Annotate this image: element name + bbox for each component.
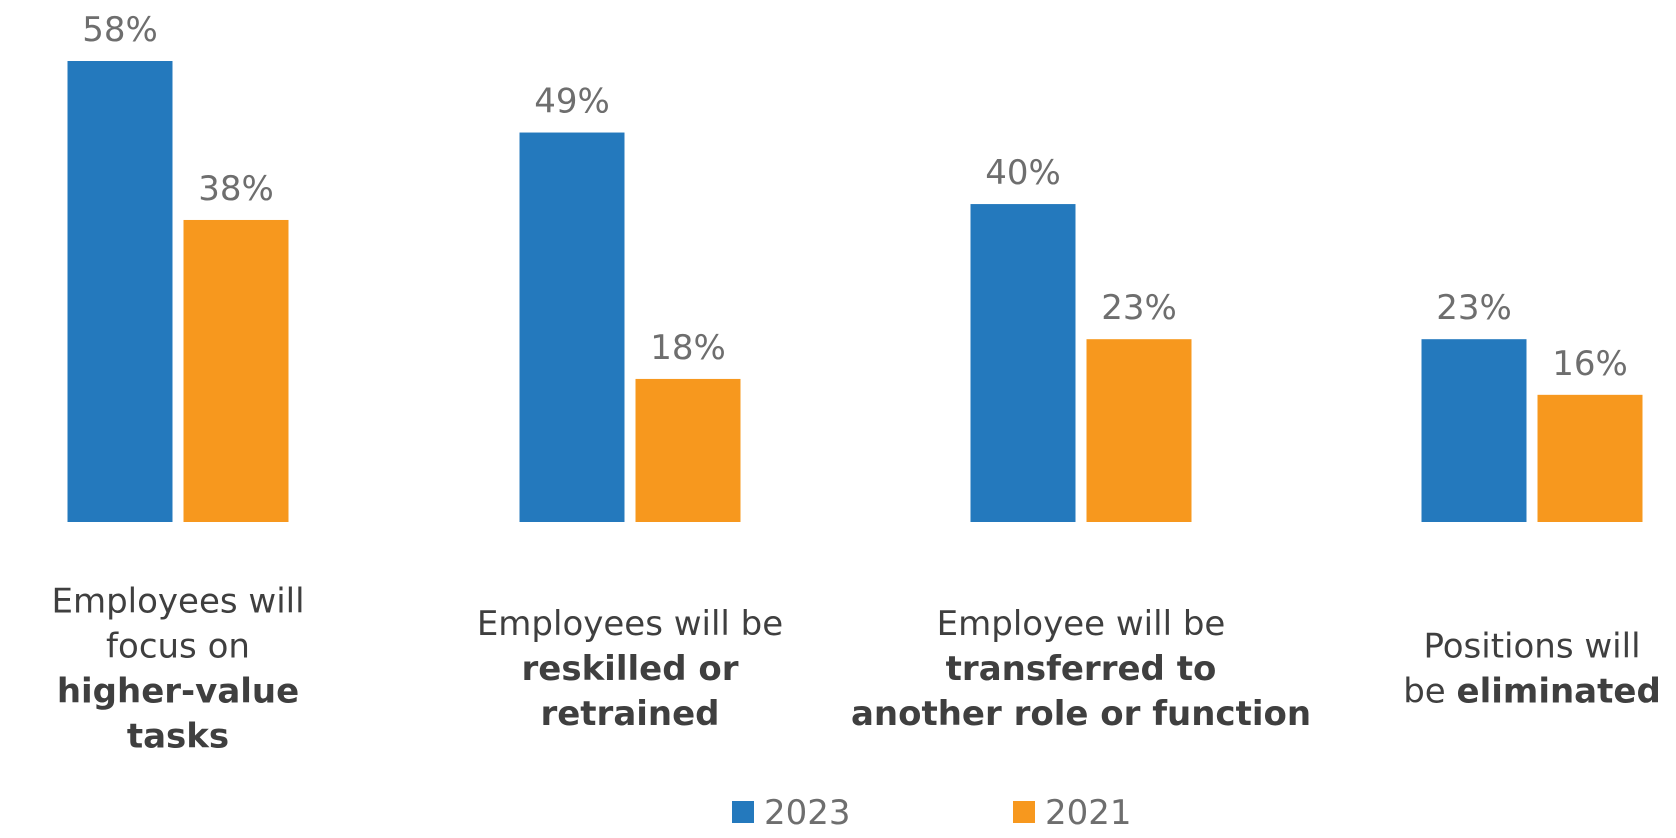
bar-2021-cat-1 [183, 219, 289, 522]
bar-2021-cat-3 [1086, 339, 1192, 522]
value-labels-layer: 58% 38% 49% 18% 40% 23% 23% 16% [82, 10, 1628, 384]
legend-label: 2021 [1045, 793, 1132, 833]
category-label-emphasis: tasks [127, 717, 229, 757]
category-label-2: Employees will be reskilled or retrained [477, 604, 783, 734]
data-label-2021-cat-4: 16% [1552, 344, 1628, 384]
category-label-text: Employees will be [477, 604, 783, 644]
bar-2021-cat-4 [1537, 394, 1643, 522]
category-label-emphasis: eliminated [1457, 672, 1661, 712]
category-label-emphasis: higher-value [57, 672, 299, 712]
category-label-4: Positions will be eliminated [1403, 627, 1661, 712]
category-label-text: Employee will be [937, 604, 1226, 644]
category-label-3: Employee will be transferred to another ro… [851, 604, 1311, 734]
legend-item-2021: 2021 [1013, 793, 1132, 833]
category-label-text: focus on [106, 627, 250, 667]
category-label-line: be eliminated [1403, 672, 1661, 712]
category-label-emphasis: another role or function [851, 694, 1311, 734]
category-label-line: higher-value [57, 672, 299, 712]
bar-2023-cat-4 [1421, 339, 1527, 522]
category-label-text: Positions will [1423, 627, 1640, 667]
category-label-text: Employees will [51, 582, 304, 622]
category-label-line: Employees will [51, 582, 304, 622]
category-label-1: Employees will focus on higher-value tasks [51, 582, 304, 757]
data-label-2023-cat-2: 49% [534, 82, 610, 122]
bar-2023-cat-1 [67, 61, 173, 522]
category-label-emphasis: transferred to [946, 649, 1217, 689]
category-label-line: retrained [540, 694, 719, 734]
legend-label: 2023 [764, 793, 851, 833]
data-label-2021-cat-3: 23% [1101, 288, 1177, 328]
data-label-2023-cat-3: 40% [985, 153, 1061, 193]
category-label-line: another role or function [851, 694, 1311, 734]
legend-swatch [732, 801, 754, 823]
category-label-emphasis: retrained [540, 694, 719, 734]
bar-2023-cat-3 [970, 204, 1076, 522]
bar-2023-cat-2 [519, 132, 625, 522]
legend-swatch [1013, 801, 1035, 823]
category-label-line: transferred to [946, 649, 1217, 689]
category-label-line: tasks [127, 717, 229, 757]
data-label-2023-cat-1: 58% [82, 10, 158, 50]
data-label-2021-cat-1: 38% [198, 169, 274, 209]
category-label-line: Positions will [1423, 627, 1640, 667]
data-label-2023-cat-4: 23% [1436, 288, 1512, 328]
category-label-line: reskilled or [522, 649, 739, 689]
data-label-2021-cat-2: 18% [650, 328, 726, 368]
bar-2021-cat-2 [635, 378, 741, 522]
bars-layer [67, 61, 1643, 522]
category-label-line: Employees will be [477, 604, 783, 644]
category-label-line: Employee will be [937, 604, 1226, 644]
legend: 2023 2021 [732, 793, 1132, 833]
category-label-emphasis: reskilled or [522, 649, 739, 689]
category-label-text: be [1403, 672, 1456, 712]
category-label-line: focus on [106, 627, 250, 667]
legend-item-2023: 2023 [732, 793, 851, 833]
